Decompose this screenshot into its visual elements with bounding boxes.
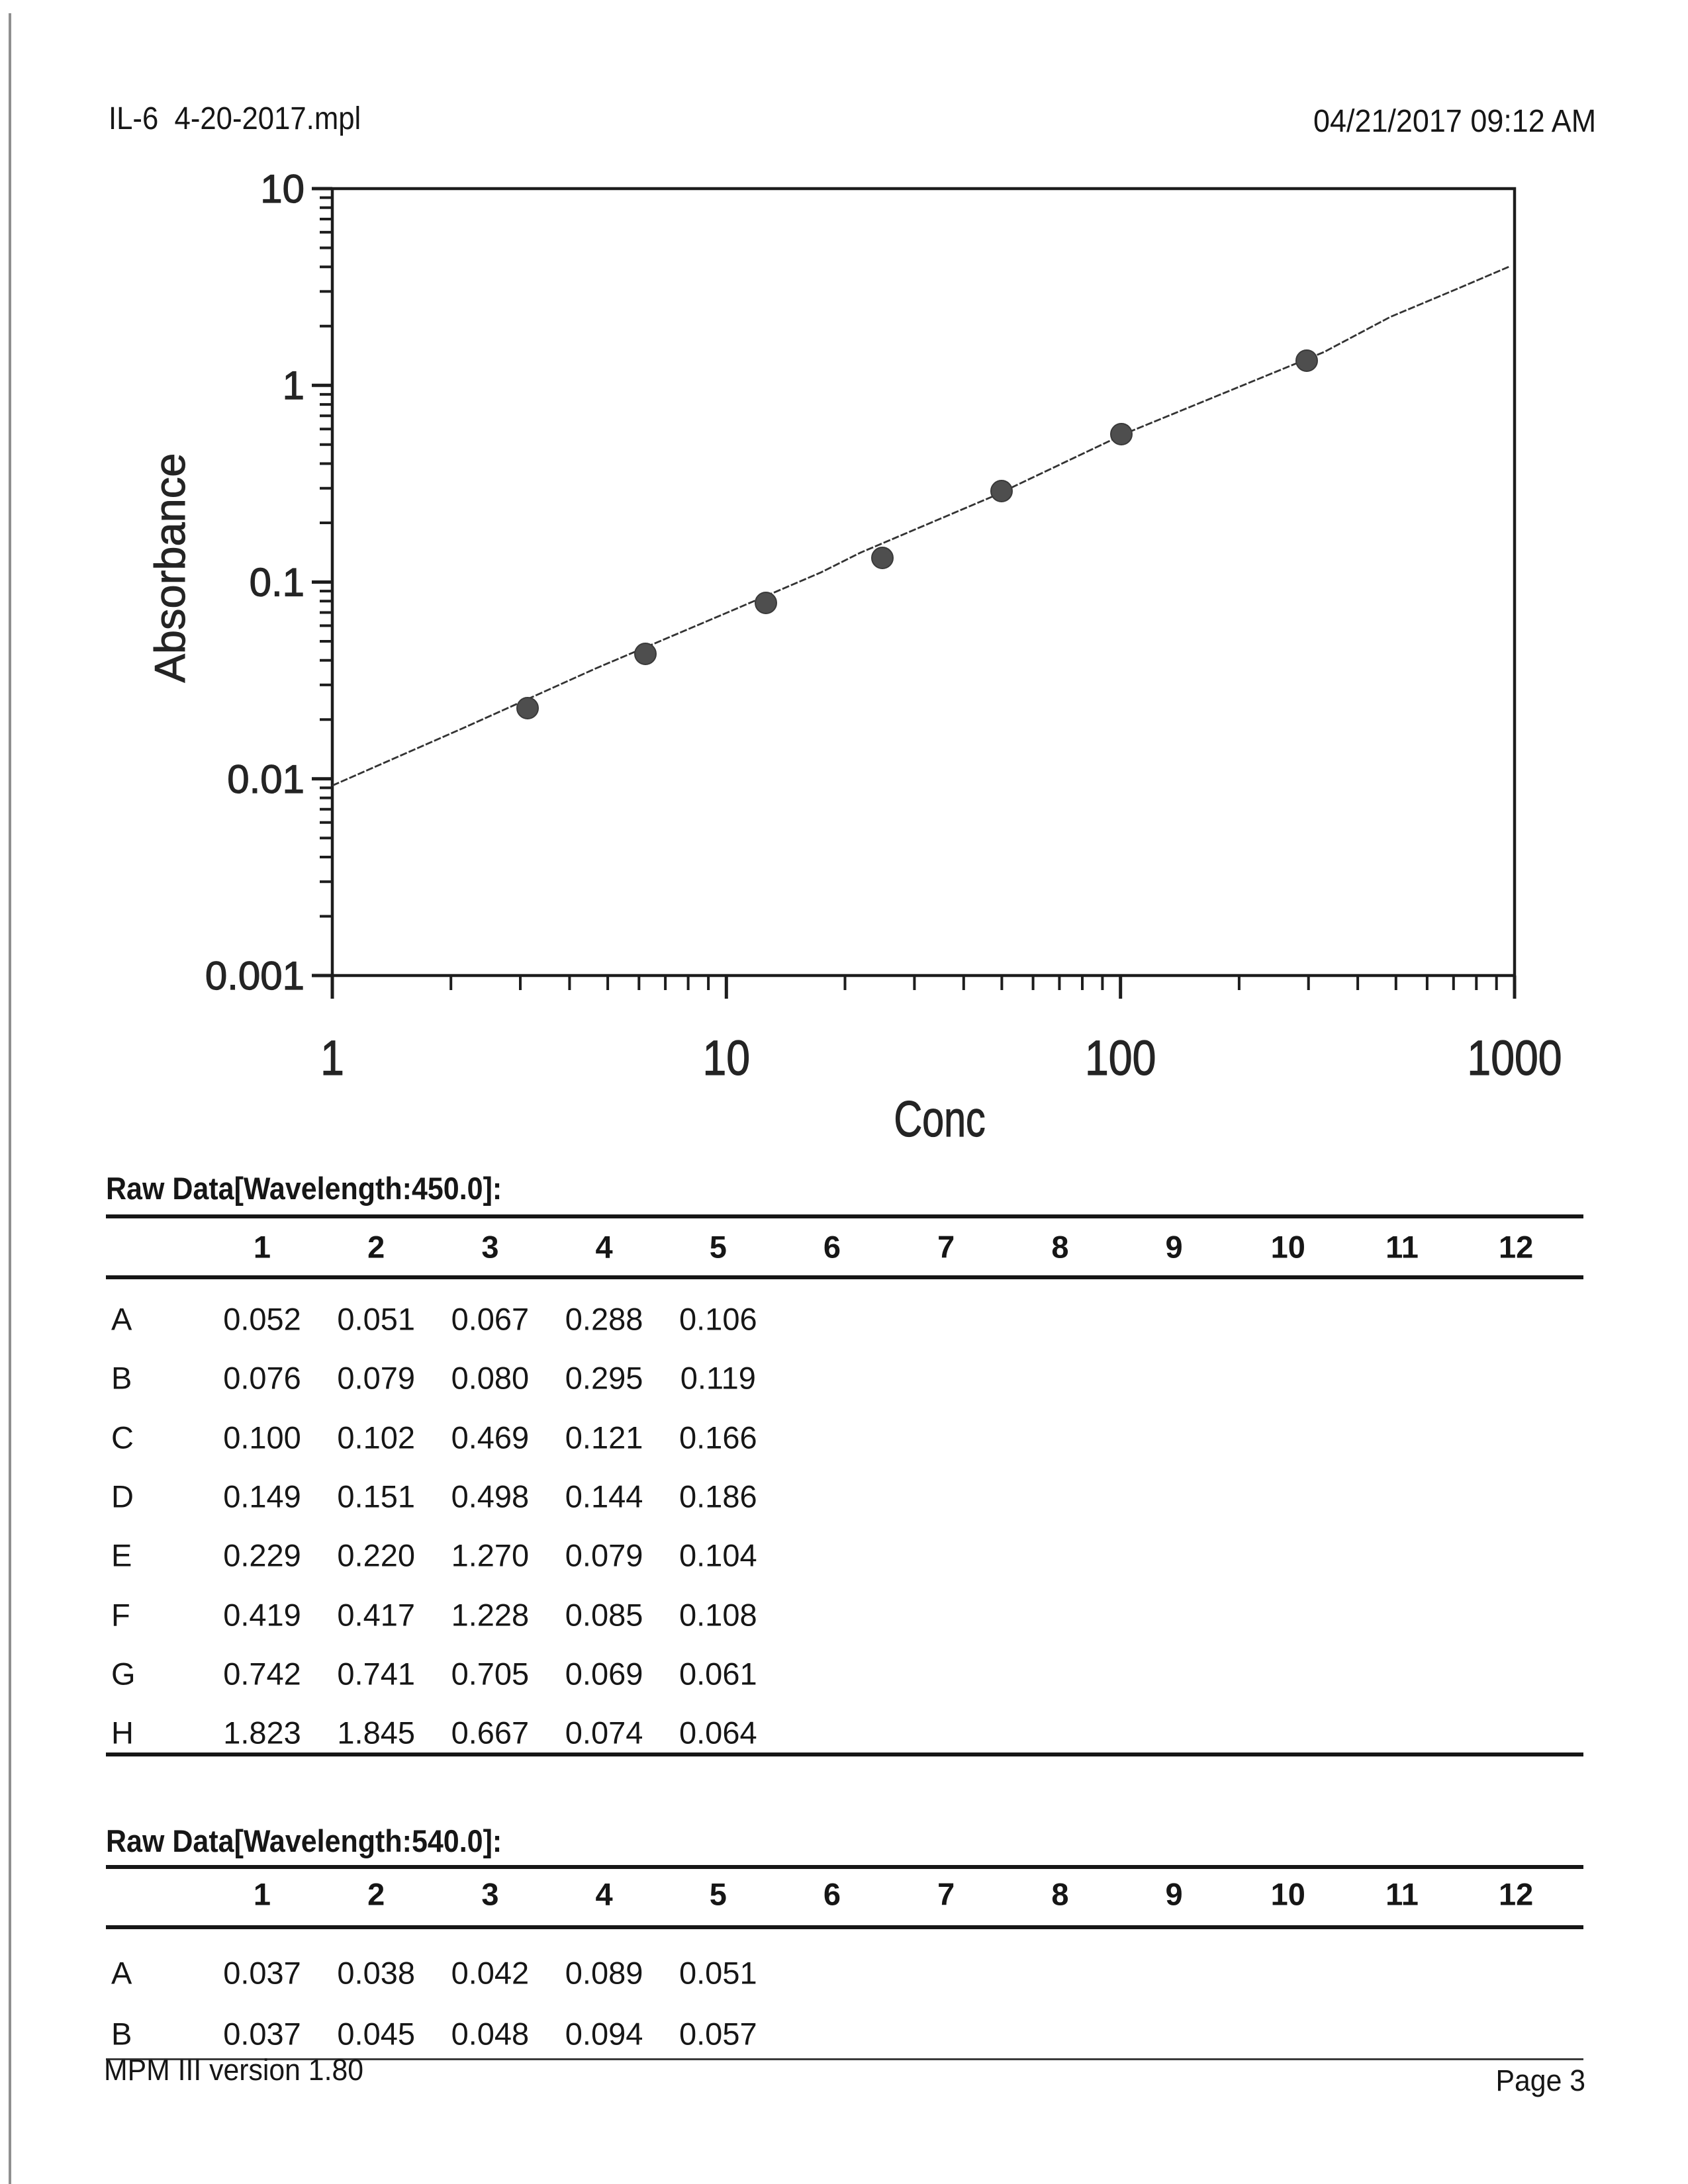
svg-text:Conc: Conc bbox=[894, 1091, 985, 1148]
svg-text:0.01: 0.01 bbox=[227, 757, 305, 801]
svg-text:0.1: 0.1 bbox=[250, 561, 305, 605]
svg-text:100: 100 bbox=[1085, 1030, 1156, 1085]
svg-text:10: 10 bbox=[702, 1030, 750, 1085]
svg-text:Absorbance: Absorbance bbox=[146, 453, 194, 683]
svg-text:10: 10 bbox=[260, 167, 305, 211]
svg-text:1000: 1000 bbox=[1467, 1030, 1562, 1085]
svg-text:0.001: 0.001 bbox=[205, 954, 305, 998]
svg-text:1: 1 bbox=[320, 1030, 344, 1085]
svg-text:1: 1 bbox=[283, 363, 305, 408]
